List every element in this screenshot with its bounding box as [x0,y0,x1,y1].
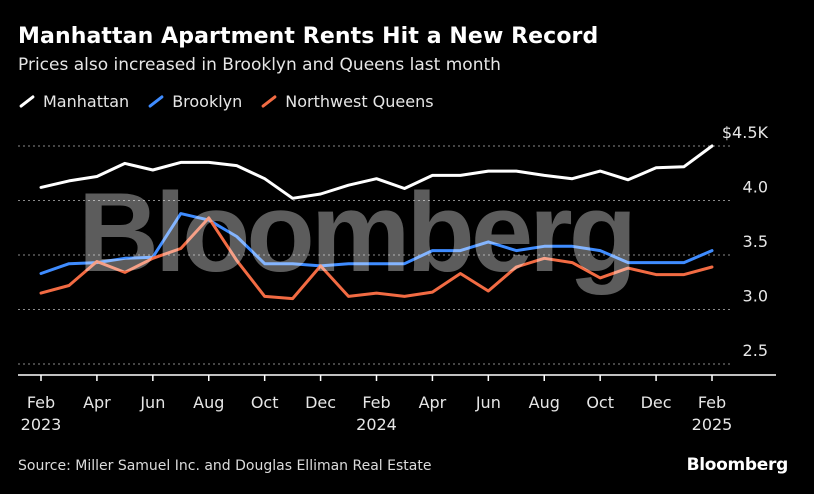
y-axis-labels: $4.5K 4.0 3.5 3.0 2.5 [722,123,769,360]
legend-item-northwest-queens: Northwest Queens [260,92,434,111]
x-tick-label: Jun [475,393,501,412]
series-layer [39,144,714,301]
legend: Manhattan Brooklyn Northwest Queens [18,92,452,111]
legend-item-manhattan: Manhattan [18,92,129,111]
x-tick-label: Jun [139,393,165,412]
bloomberg-logo: Bloomberg [686,455,789,475]
chart-title: Manhattan Apartment Rents Hit a New Reco… [18,24,599,49]
y-tick-label: 4.0 [743,178,768,197]
series-line-manhattan [39,144,714,200]
legend-label-brooklyn: Brooklyn [172,92,243,111]
legend-label-manhattan: Manhattan [43,92,130,111]
series-line-northwest-queens [39,216,714,301]
x-tick-label: Aug [529,393,560,412]
x-tick-label: Oct [586,393,614,412]
x-tick-label: Feb [698,393,726,412]
x-tick-label: Feb [362,393,390,412]
x-tick-label: Feb [27,393,55,412]
x-tick-label: Apr [83,393,111,412]
x-tick-label: Dec [641,393,672,412]
x-tick-label: Aug [193,393,224,412]
grid-layer [18,145,730,365]
x-tick-year-label: 2024 [356,415,397,434]
legend-label-northwest-queens: Northwest Queens [285,92,434,111]
y-tick-label: $4.5K [722,123,769,142]
x-tick-year-label: 2025 [692,415,733,434]
x-tick-label: Dec [305,393,336,412]
chart-subtitle: Prices also increased in Brooklyn and Qu… [18,55,501,75]
y-tick-label: 2.5 [743,341,768,360]
x-axis: Feb 2023 Apr Jun Aug Oct Dec Feb 2024 Apr Jun Aug Oc… [18,374,776,434]
x-tick-year-label: 2023 [21,415,62,434]
y-tick-label: 3.0 [743,287,768,306]
source-note: Source: Miller Samuel Inc. and Douglas E… [18,458,432,474]
y-tick-label: 3.5 [743,232,768,251]
x-tick-label: Oct [251,393,279,412]
legend-item-brooklyn: Brooklyn [147,92,242,111]
x-tick-label: Apr [419,393,447,412]
